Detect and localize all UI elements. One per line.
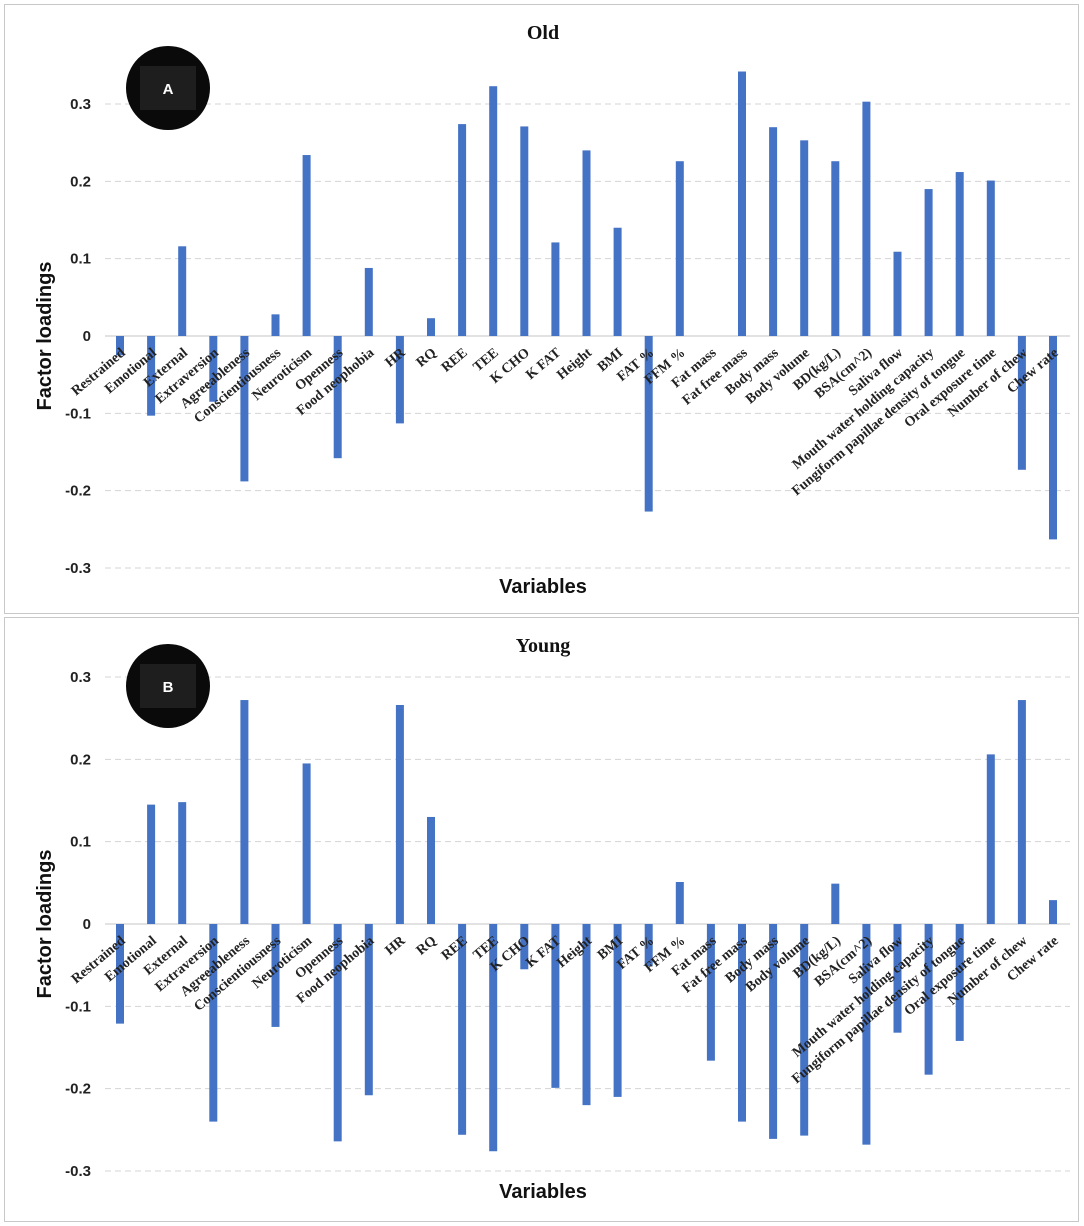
bar-k-cho bbox=[520, 126, 529, 336]
chart-panel-old: 0.3 0.2 0.1 0 -0.1 -0.2 -0.3 Restrained Emotiona… bbox=[4, 4, 1079, 614]
bar-oral-exposure-time bbox=[986, 754, 995, 924]
bar-bd-kg-l- bbox=[831, 883, 840, 924]
bar-tee bbox=[489, 86, 498, 336]
y-tick-label: 0.1 bbox=[70, 251, 91, 268]
bar-fungiform-papillae-density-of-tongue bbox=[955, 172, 964, 336]
bar-saliva-flow bbox=[893, 251, 902, 336]
bar-external bbox=[178, 246, 187, 336]
y-tick-label: 0.3 bbox=[70, 669, 91, 686]
x-tick-label: RQ bbox=[414, 346, 440, 371]
panel-badge-square bbox=[140, 664, 196, 708]
bar-extraversion bbox=[209, 336, 218, 402]
y-tick-label: 0.1 bbox=[70, 834, 91, 851]
y-tick-label: -0.2 bbox=[65, 1081, 91, 1098]
chart-young-svg: 0.30.20.10-0.1-0.2-0.3RestrainedEmotiona… bbox=[34, 635, 1070, 1203]
bar-bsa-cm-2- bbox=[862, 924, 871, 1145]
y-tick-label: -0.2 bbox=[65, 483, 91, 500]
x-tick-label: HR bbox=[383, 345, 409, 371]
bar-ffm- bbox=[675, 882, 684, 924]
bar-mouth-water-holding-capacity bbox=[924, 924, 933, 1075]
bar-ree bbox=[458, 924, 467, 1135]
bar-extraversion bbox=[209, 924, 218, 1122]
bar-fat-mass bbox=[706, 924, 715, 1061]
bar-conscientiousness bbox=[271, 314, 280, 336]
bar-height bbox=[582, 150, 591, 336]
bar-neuroticism bbox=[302, 155, 311, 336]
bar-restrained bbox=[116, 336, 124, 356]
bar-chew-rate bbox=[1049, 336, 1057, 540]
bar-emotional bbox=[147, 336, 156, 416]
bar-external bbox=[178, 802, 187, 924]
y-axis-label: Factor loadings bbox=[34, 850, 56, 999]
y-tick-label: -0.3 bbox=[65, 1163, 91, 1180]
bar-restrained bbox=[116, 924, 124, 1024]
bar-hr bbox=[395, 336, 404, 424]
bar-fat-free-mass bbox=[738, 71, 746, 337]
bar-food-neophobia bbox=[364, 924, 373, 1096]
chart-title: Old bbox=[527, 22, 559, 44]
x-tick-label: REE bbox=[439, 346, 471, 376]
bar-conscientiousness bbox=[271, 924, 280, 1027]
bar-rq bbox=[427, 816, 435, 924]
x-axis-label: Variables bbox=[499, 1181, 587, 1203]
bar-number-of-chew bbox=[1017, 336, 1026, 470]
bar-fat- bbox=[644, 924, 653, 966]
x-axis-label: Variables bbox=[499, 576, 587, 598]
chart-old-svg: 0.30.20.10-0.1-0.2-0.3RestrainedEmotiona… bbox=[34, 22, 1070, 598]
bar-openness bbox=[333, 924, 342, 1142]
x-tick-label: Height bbox=[554, 345, 595, 383]
bar-k-fat bbox=[551, 924, 560, 1088]
bar-body-volume bbox=[800, 924, 809, 1136]
bar-body-mass bbox=[769, 924, 778, 1139]
bar-mouth-water-holding-capacity bbox=[924, 189, 933, 336]
y-tick-label: -0.1 bbox=[65, 998, 91, 1015]
bar-bmi bbox=[613, 924, 622, 1097]
bar-body-volume bbox=[800, 140, 809, 336]
bar-tee bbox=[489, 924, 498, 1152]
bar-ffm- bbox=[675, 161, 684, 336]
panel-badge-label: B bbox=[163, 679, 174, 696]
bar-rq bbox=[427, 318, 435, 336]
bar-openness bbox=[333, 336, 342, 459]
bar-oral-exposure-time bbox=[986, 180, 995, 336]
y-tick-label: 0.2 bbox=[70, 173, 91, 190]
bar-k-fat bbox=[551, 242, 560, 336]
y-tick-label: 0.2 bbox=[70, 751, 91, 768]
bar-fat- bbox=[644, 336, 653, 512]
bar-hr bbox=[395, 704, 404, 924]
panel-badge-label: A bbox=[163, 81, 174, 98]
bar-fat-free-mass bbox=[738, 924, 746, 1122]
chart-title: Young bbox=[516, 635, 570, 657]
bar-agreeableness bbox=[240, 700, 249, 924]
bar-bd-kg-l- bbox=[831, 161, 840, 336]
bar-food-neophobia bbox=[364, 267, 373, 336]
bar-agreeableness bbox=[240, 336, 249, 482]
bar-fungiform-papillae-density-of-tongue bbox=[955, 924, 964, 1041]
y-tick-label: -0.1 bbox=[65, 405, 91, 422]
chart-panel-young: 0.3 0.2 0.1 0 -0.1 -0.2 -0.3 Restrained Emotiona… bbox=[4, 617, 1079, 1222]
bar-chew-rate bbox=[1049, 900, 1057, 924]
bar-emotional bbox=[147, 804, 156, 924]
x-tick-label: RQ bbox=[414, 934, 440, 959]
x-tick-label: HR bbox=[383, 933, 409, 959]
bar-bmi bbox=[613, 227, 622, 336]
y-axis-label: Factor loadings bbox=[34, 262, 56, 411]
bar-ree bbox=[458, 124, 467, 337]
panel-badge-square bbox=[140, 66, 196, 110]
bar-body-mass bbox=[769, 127, 778, 336]
bar-neuroticism bbox=[302, 763, 311, 924]
y-tick-label: -0.3 bbox=[65, 560, 91, 577]
bar-number-of-chew bbox=[1017, 700, 1026, 924]
bar-k-cho bbox=[520, 924, 529, 970]
y-tick-label: 0 bbox=[83, 328, 91, 345]
y-tick-label: 0 bbox=[83, 916, 91, 933]
bar-height bbox=[582, 924, 591, 1106]
bar-saliva-flow bbox=[893, 924, 902, 1033]
y-tick-label: 0.3 bbox=[70, 96, 91, 113]
bar-bsa-cm-2- bbox=[862, 101, 871, 337]
